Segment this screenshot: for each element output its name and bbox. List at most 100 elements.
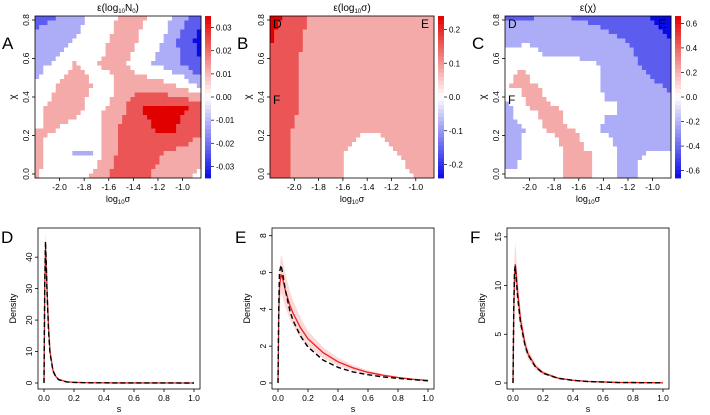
heatmap-cell: [68, 106, 73, 111]
heatmap-cell: [583, 160, 589, 165]
heatmap-cell: [376, 137, 382, 143]
heatmap-cell: [39, 83, 44, 89]
heatmap-cell: [575, 110, 581, 116]
heatmap-cell: [529, 70, 535, 75]
heatmap-cell: [629, 92, 635, 98]
heatmap-cell: [650, 61, 655, 66]
heatmap-cell: [368, 106, 373, 111]
heatmap-cell: [282, 164, 287, 170]
y-tick-label: 0.4: [21, 91, 31, 103]
heatmap-cell: [625, 29, 630, 35]
heatmap-cell: [302, 142, 308, 147]
heatmap-cell: [417, 65, 423, 71]
heatmap-cell: [59, 97, 65, 102]
heatmap-cell: [567, 92, 572, 98]
heatmap-cell: [331, 110, 336, 116]
heatmap-cell: [376, 61, 382, 66]
heatmap-cell: [567, 173, 572, 179]
heatmap-cell: [306, 79, 312, 84]
heatmap-cell: [176, 52, 181, 57]
heatmap-cell: [521, 128, 527, 134]
heatmap-cell: [302, 38, 308, 44]
heatmap-cell: [51, 92, 57, 98]
heatmap-cell: [592, 61, 597, 66]
heatmap-cell: [360, 61, 365, 66]
heatmap-cell: [558, 142, 564, 147]
heatmap-cell: [113, 83, 119, 89]
heatmap-cell: [80, 115, 86, 120]
heatmap-cell: [43, 92, 48, 98]
heatmap-cell: [311, 124, 316, 129]
heatmap-cell: [122, 128, 127, 134]
heatmap-cell: [621, 88, 626, 93]
heatmap-cell: [356, 119, 361, 125]
heatmap-cell: [88, 160, 94, 165]
heatmap-cell: [368, 29, 373, 35]
heatmap-cell: [405, 79, 410, 84]
heatmap-cell: [306, 173, 312, 179]
heatmap-cell: [97, 133, 102, 138]
heatmap-cell: [521, 29, 527, 35]
heatmap-cell: [282, 101, 287, 107]
heatmap-cell: [356, 110, 361, 116]
heatmap-cell: [575, 97, 581, 102]
heatmap-cell: [405, 83, 410, 89]
heatmap-cell: [64, 101, 69, 107]
heatmap-cell: [405, 20, 410, 26]
heatmap-cell: [429, 106, 435, 111]
heatmap-cell: [59, 79, 65, 84]
heatmap-cell: [286, 106, 291, 111]
heatmap-cell: [298, 74, 304, 80]
heatmap-cell: [343, 155, 349, 161]
heatmap-cell: [608, 79, 614, 84]
heatmap-cell: [159, 29, 165, 35]
heatmap-cell: [274, 155, 279, 161]
heatmap-cell: [521, 124, 527, 129]
heatmap-cell: [583, 83, 589, 89]
heatmap-cell: [64, 74, 69, 80]
heatmap-cell: [352, 151, 357, 156]
heatmap-cell: [513, 173, 518, 179]
heatmap-cell: [274, 101, 279, 107]
heatmap-cell: [343, 38, 349, 44]
heatmap-cell: [105, 155, 111, 161]
heatmap-cell: [155, 160, 160, 165]
heatmap-cell: [105, 16, 111, 21]
heatmap-cell: [88, 142, 94, 147]
heatmap-cell: [352, 47, 357, 53]
heatmap-cell: [113, 56, 119, 62]
heatmap-cell: [525, 92, 531, 98]
heatmap-cell: [567, 52, 572, 57]
heatmap-cell: [339, 83, 345, 89]
heatmap-cell: [315, 25, 320, 30]
heatmap-cell: [59, 88, 65, 93]
heatmap-cell: [171, 16, 177, 21]
title-after: σ): [361, 3, 371, 14]
heatmap-cell: [93, 119, 98, 125]
y-axis-label: χ: [243, 94, 254, 100]
heatmap-cell: [327, 20, 332, 26]
heatmap-cell: [55, 52, 61, 57]
heatmap-cell: [274, 160, 279, 165]
heatmap-cell: [126, 97, 131, 102]
heatmap-cell: [134, 173, 140, 179]
heatmap-cell: [629, 133, 635, 138]
heatmap-cell: [571, 29, 576, 35]
heatmap-cell: [364, 119, 369, 125]
heatmap-cell: [376, 124, 382, 129]
heatmap-cell: [413, 74, 418, 80]
heatmap-cell: [534, 137, 539, 143]
red-density-line: [277, 274, 429, 384]
heatmap-cell: [625, 160, 630, 165]
heatmap-cell: [583, 124, 589, 129]
colorbar-tick-label: 0.00: [216, 93, 232, 102]
heatmap-cell: [167, 97, 173, 102]
heatmap-cell: [567, 20, 572, 26]
heatmap-cell: [650, 83, 655, 89]
heatmap-cell: [521, 83, 527, 89]
heatmap-cell: [397, 38, 402, 44]
heatmap-cell: [188, 34, 194, 39]
heatmap-cell: [388, 110, 394, 116]
heatmap-cell: [68, 155, 73, 161]
heatmap-cell: [356, 47, 361, 53]
